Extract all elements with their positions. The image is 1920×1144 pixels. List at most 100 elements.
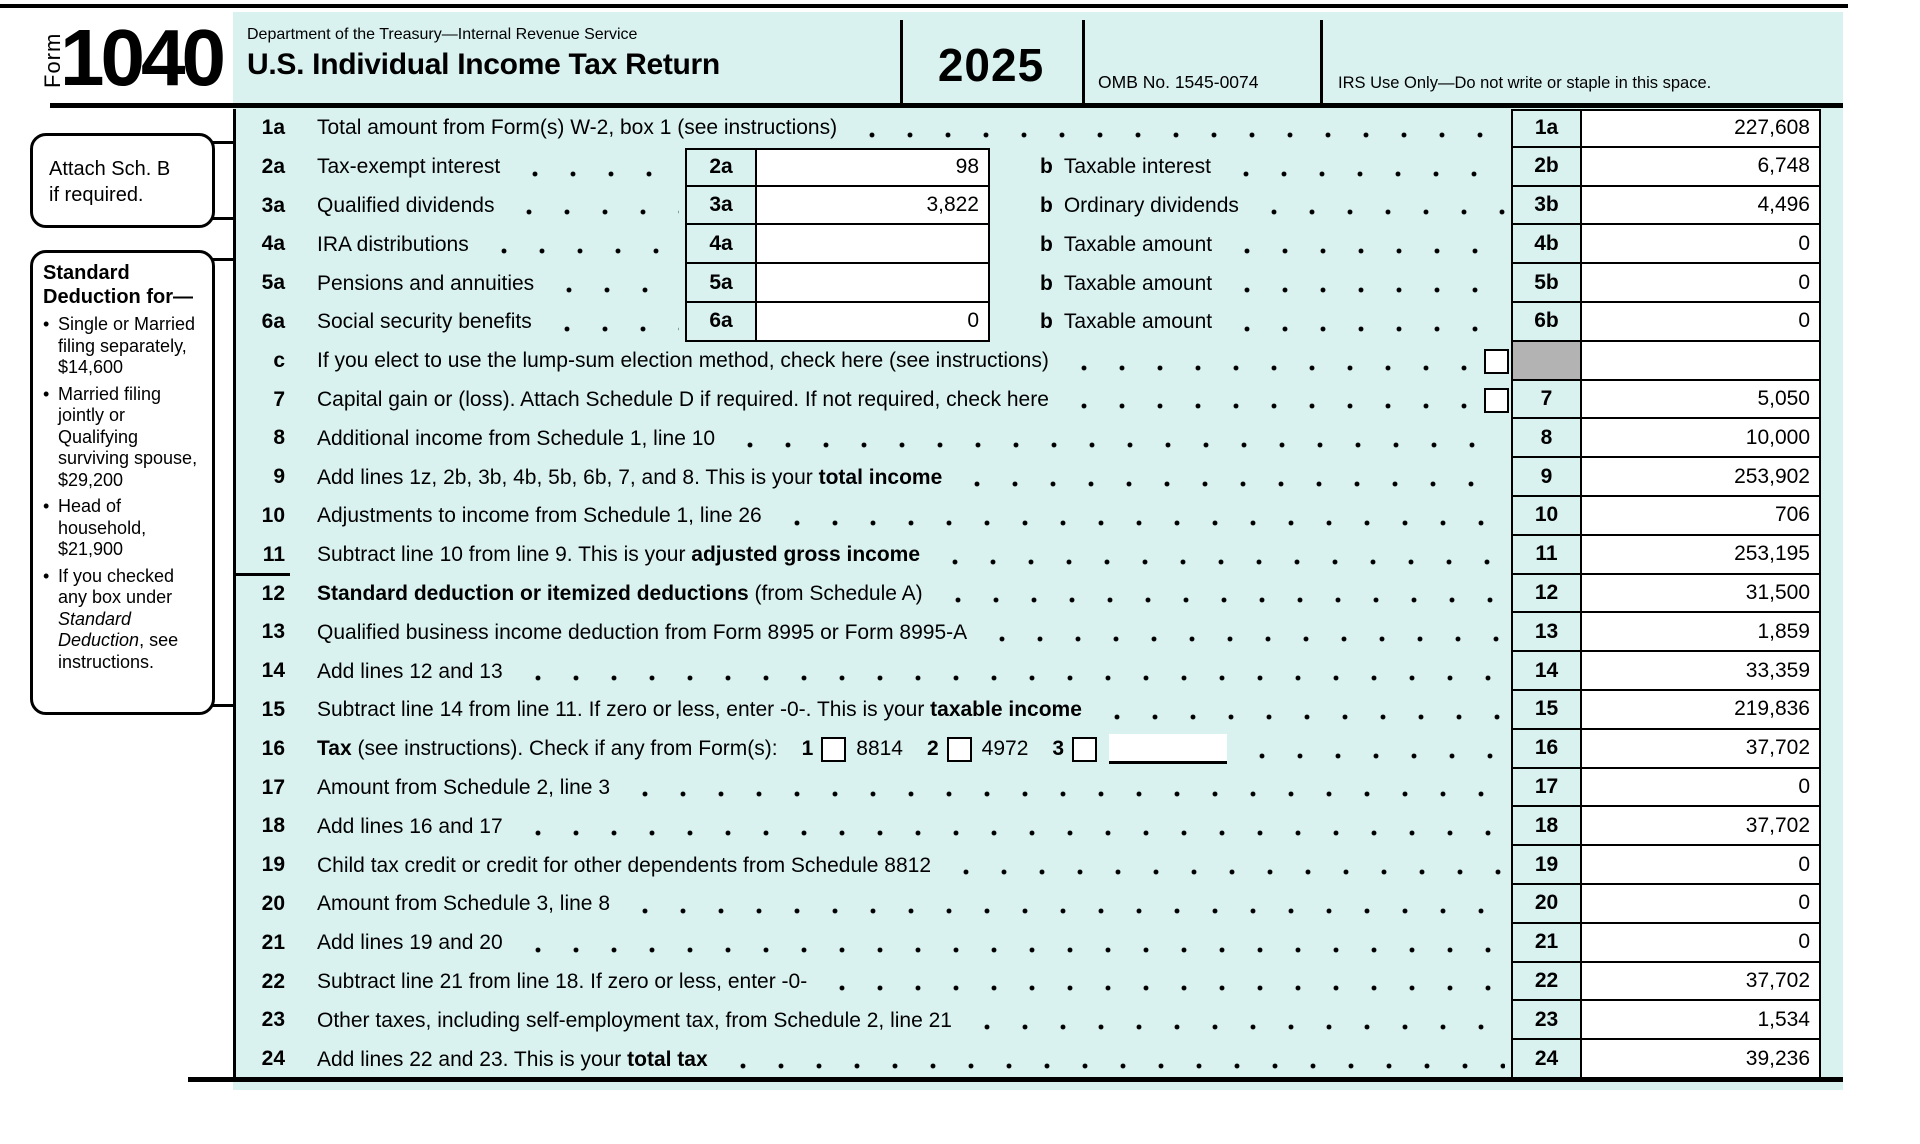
right-line-label-cell: 13 <box>1511 613 1582 653</box>
deduction-bullet-seg: Standard Deduction <box>58 608 140 651</box>
amount-cell[interactable]: 0 <box>1582 303 1821 342</box>
inner-amount-cell[interactable]: 0 <box>757 303 990 342</box>
line-label: Tax <box>317 737 352 761</box>
lump-sum-checkbox[interactable] <box>1484 348 1509 374</box>
form-4972-checkbox[interactable] <box>946 736 972 762</box>
inner-amount-cell[interactable]: 98 <box>757 147 990 187</box>
deduction-bullet: • Married filing jointly or Qualifying su… <box>43 384 204 492</box>
amount-cell[interactable]: 5,050 <box>1582 380 1821 420</box>
inner-amount-cell[interactable] <box>757 264 990 303</box>
line-number: 7 <box>273 387 285 411</box>
right-line-label-cell: 15 <box>1511 691 1582 730</box>
amount-cell[interactable]: 1,534 <box>1582 1001 1821 1041</box>
amount-cell[interactable]: 0 <box>1582 846 1821 885</box>
amount-cell[interactable]: 0 <box>1582 768 1821 808</box>
dotted-leader <box>1252 209 1505 216</box>
line-label-zone: Amount from Schedule 2, line 3 <box>317 769 1511 808</box>
form-row-3a: 3a Qualified dividends 3a 3,822 b Ordinary di… <box>233 186 1843 226</box>
line-label: Pensions and annuities <box>317 271 535 295</box>
line-number: 2a <box>261 154 285 178</box>
schedule-d-checkbox[interactable] <box>1484 387 1509 413</box>
amount-cell[interactable]: 37,702 <box>1582 729 1821 769</box>
amount-cell[interactable]: 227,608 <box>1582 109 1821 148</box>
right-line-label-cell: 4b <box>1511 225 1582 265</box>
bullet-marker: • <box>43 565 50 586</box>
amount-cell[interactable]: 10,000 <box>1582 419 1821 459</box>
right-line-label-cell <box>1511 341 1582 381</box>
line-number: 21 <box>261 930 285 954</box>
line-label: total income <box>818 465 943 489</box>
dotted-leader <box>1224 170 1505 177</box>
bottom-rule <box>188 1077 1843 1082</box>
b-sublabel-prefix: b <box>1040 310 1053 334</box>
b-sublabel-prefix: b <box>1040 232 1053 256</box>
amount-cell[interactable]: 0 <box>1582 923 1821 963</box>
form-rows: 1a Total amount from Form(s) W-2, box 1 (… <box>233 109 1843 1079</box>
amount-cell[interactable]: 37,702 <box>1582 807 1821 847</box>
dotted-leader <box>514 170 679 177</box>
deduction-bullet-text: Married filing jointly or Qualifying sur… <box>58 384 204 492</box>
deduction-bullet-seg: Married filing jointly or Qualifying sur… <box>58 383 198 490</box>
line-number: 6a <box>261 310 285 333</box>
amount-cell[interactable]: 0 <box>1582 885 1821 924</box>
b-sublabel: Taxable amount <box>1063 232 1213 256</box>
form-number: 1040 <box>60 13 226 102</box>
amount-cell[interactable] <box>1582 341 1821 381</box>
line-label-zone: Subtract line 14 from line 11. If zero o… <box>317 691 1511 730</box>
dotted-leader <box>508 209 679 216</box>
amount-cell[interactable]: 4,496 <box>1582 186 1821 226</box>
amount-cell[interactable]: 39,236 <box>1582 1040 1821 1079</box>
line-label: Tax-exempt interest <box>317 155 501 179</box>
tax-year-badge: 2025 <box>937 39 1045 91</box>
department-label: Department of the Treasury—Internal Reve… <box>247 26 638 43</box>
line-label: Qualified business income deduction from… <box>317 620 968 644</box>
form-row-1a: 1a Total amount from Form(s) W-2, box 1 (… <box>233 109 1843 148</box>
dotted-leader <box>965 1024 1505 1031</box>
form-row-24: 24 Add lines 22 and 23. This is your tota… <box>233 1040 1843 1079</box>
line-label-zone: Qualified business income deduction from… <box>317 613 1511 652</box>
inner-amount-cell[interactable] <box>757 225 990 265</box>
amount-cell[interactable]: 1,859 <box>1582 613 1821 653</box>
inner-line-label-cell: 6a <box>685 303 757 342</box>
tax-form3-input[interactable] <box>1109 734 1228 765</box>
dotted-leader <box>1226 325 1505 332</box>
inner-amount-cell[interactable]: 3,822 <box>757 186 990 226</box>
line-number: 1a <box>261 116 285 139</box>
sub-label-zone: b Taxable amount <box>1040 225 1511 264</box>
dotted-leader <box>1241 752 1505 759</box>
amount-cell[interactable]: 0 <box>1582 264 1821 303</box>
attach-schb-note-line: Attach Sch. B <box>49 158 171 180</box>
header-divider <box>1082 20 1085 103</box>
form-row-19: 19 Child tax credit or credit for other d… <box>233 846 1843 885</box>
line-label: Qualified dividends <box>317 193 495 217</box>
amount-cell[interactable]: 253,195 <box>1582 535 1821 575</box>
amount-cell[interactable]: 31,500 <box>1582 574 1821 614</box>
amount-cell[interactable]: 6,748 <box>1582 147 1821 187</box>
line-number: 4a <box>261 232 285 256</box>
form-row-4a: 4a IRA distributions 4a b Taxable amount 4b 0 <box>233 225 1843 265</box>
right-line-label-cell: 21 <box>1511 923 1582 963</box>
deduction-bullet-seg: Single or Married filing separately, $14… <box>58 314 196 377</box>
amount-cell[interactable]: 33,359 <box>1582 652 1821 691</box>
dotted-leader <box>624 791 1505 798</box>
amount-cell[interactable]: 0 <box>1582 225 1821 265</box>
right-line-label-cell: 12 <box>1511 574 1582 614</box>
dotted-leader <box>482 248 679 255</box>
tax-form3-checkbox[interactable] <box>1072 736 1098 762</box>
amount-cell[interactable]: 219,836 <box>1582 691 1821 730</box>
form-row-c: c If you elect to use the lump-sum electi… <box>233 341 1843 381</box>
top-rule <box>0 4 1848 8</box>
right-line-label-cell: 23 <box>1511 1001 1582 1041</box>
amount-cell[interactable]: 37,702 <box>1582 962 1821 1002</box>
std-deduction-bullets: • Single or Married filing separately, $1… <box>43 314 204 673</box>
header-divider <box>1320 20 1323 103</box>
amount-cell[interactable]: 253,902 <box>1582 458 1821 497</box>
deduction-bullet-text: If you checked any box under Standard De… <box>58 566 204 674</box>
form-8814-checkbox[interactable] <box>821 736 847 762</box>
line-label: Add lines 1z, 2b, 3b, 4b, 5b, 6b, 7, and… <box>317 465 819 489</box>
line-number: 14 <box>261 659 285 683</box>
line-label-zone: Pensions and annuities <box>317 264 685 303</box>
line-label-zone: Other taxes, including self-employment t… <box>317 1001 1511 1040</box>
amount-cell[interactable]: 706 <box>1582 497 1821 536</box>
bullet-marker: • <box>43 383 50 404</box>
